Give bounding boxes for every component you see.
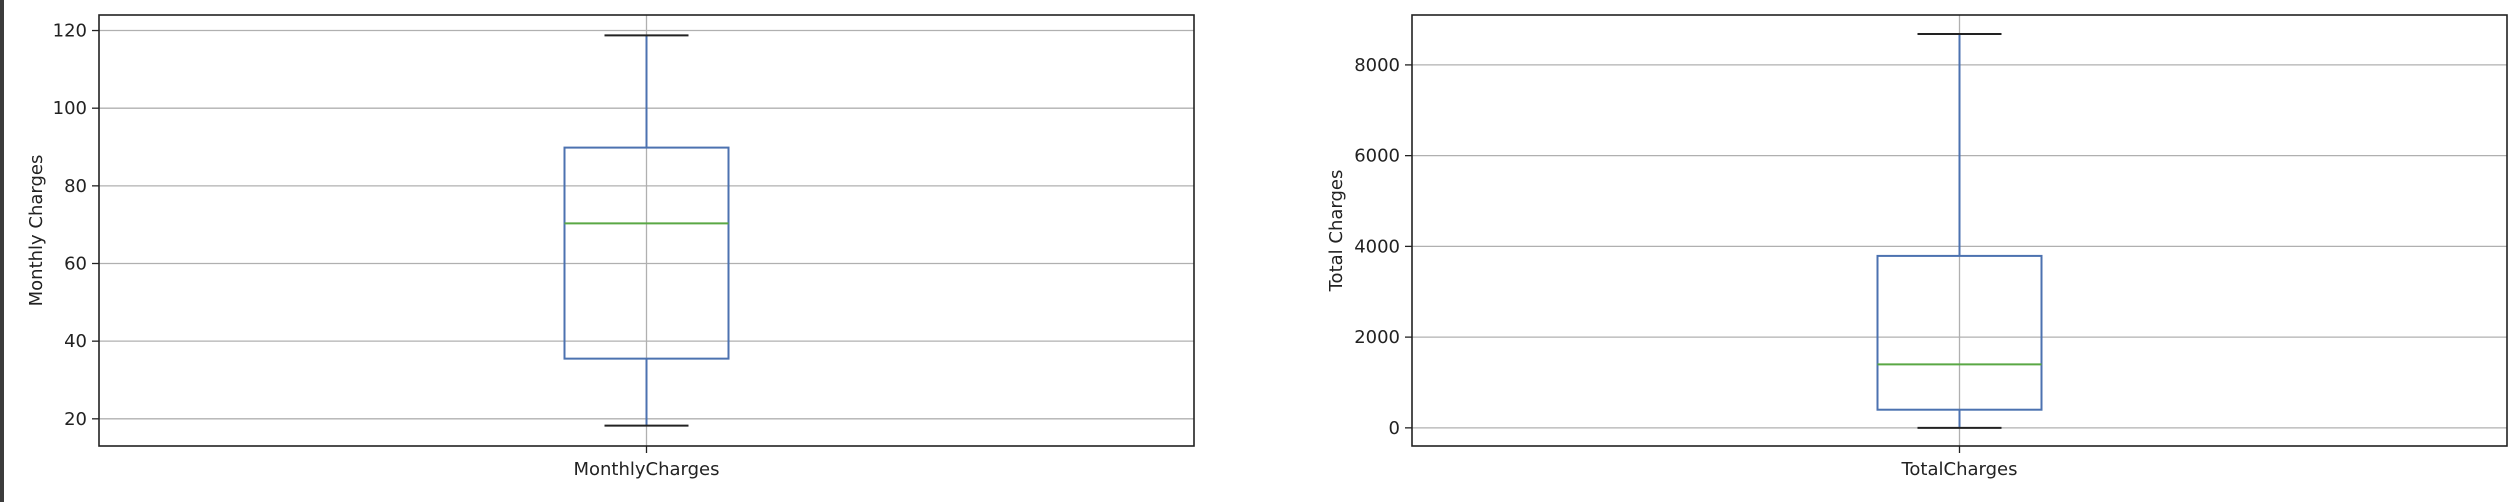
boxplot-panel-2: 0 2000 4000 6000 8000 TotalCharges Total Charg…	[1326, 14, 2508, 480]
y-tick-label: 2000	[1354, 327, 1400, 348]
box-iqr	[563, 146, 730, 360]
y-tick-label: 0	[1389, 418, 1400, 439]
y-tick-label: 20	[64, 409, 87, 430]
y-tick-label: 100	[53, 98, 87, 119]
y-axis-label: Total Charges	[1326, 170, 1347, 293]
axes-frame	[1411, 14, 2508, 447]
boxplot-panel-1: 20 40 60 80 100 120 MonthlyCharges Monthly Char…	[26, 14, 1195, 480]
x-tick-label: TotalCharges	[1900, 459, 2017, 480]
figure-canvas: 20 40 60 80 100 120 MonthlyCharges Monthly Char…	[4, 0, 2520, 502]
x-tick-label: MonthlyCharges	[573, 459, 719, 480]
y-tick-label: 60	[64, 254, 87, 275]
y-axis-label: Monthly Charges	[26, 155, 47, 307]
y-tick-label: 80	[64, 176, 87, 197]
box-iqr	[1876, 254, 2043, 411]
y-tick-label: 8000	[1354, 55, 1400, 76]
y-tick-label: 6000	[1354, 146, 1400, 167]
boxplot-figure: 20 40 60 80 100 120 MonthlyCharges Monthly Char…	[26, 14, 2508, 480]
y-tick-label: 40	[64, 331, 87, 352]
y-tick-label: 120	[53, 21, 87, 42]
y-tick-label: 4000	[1354, 236, 1400, 257]
axes-frame	[98, 14, 1195, 447]
